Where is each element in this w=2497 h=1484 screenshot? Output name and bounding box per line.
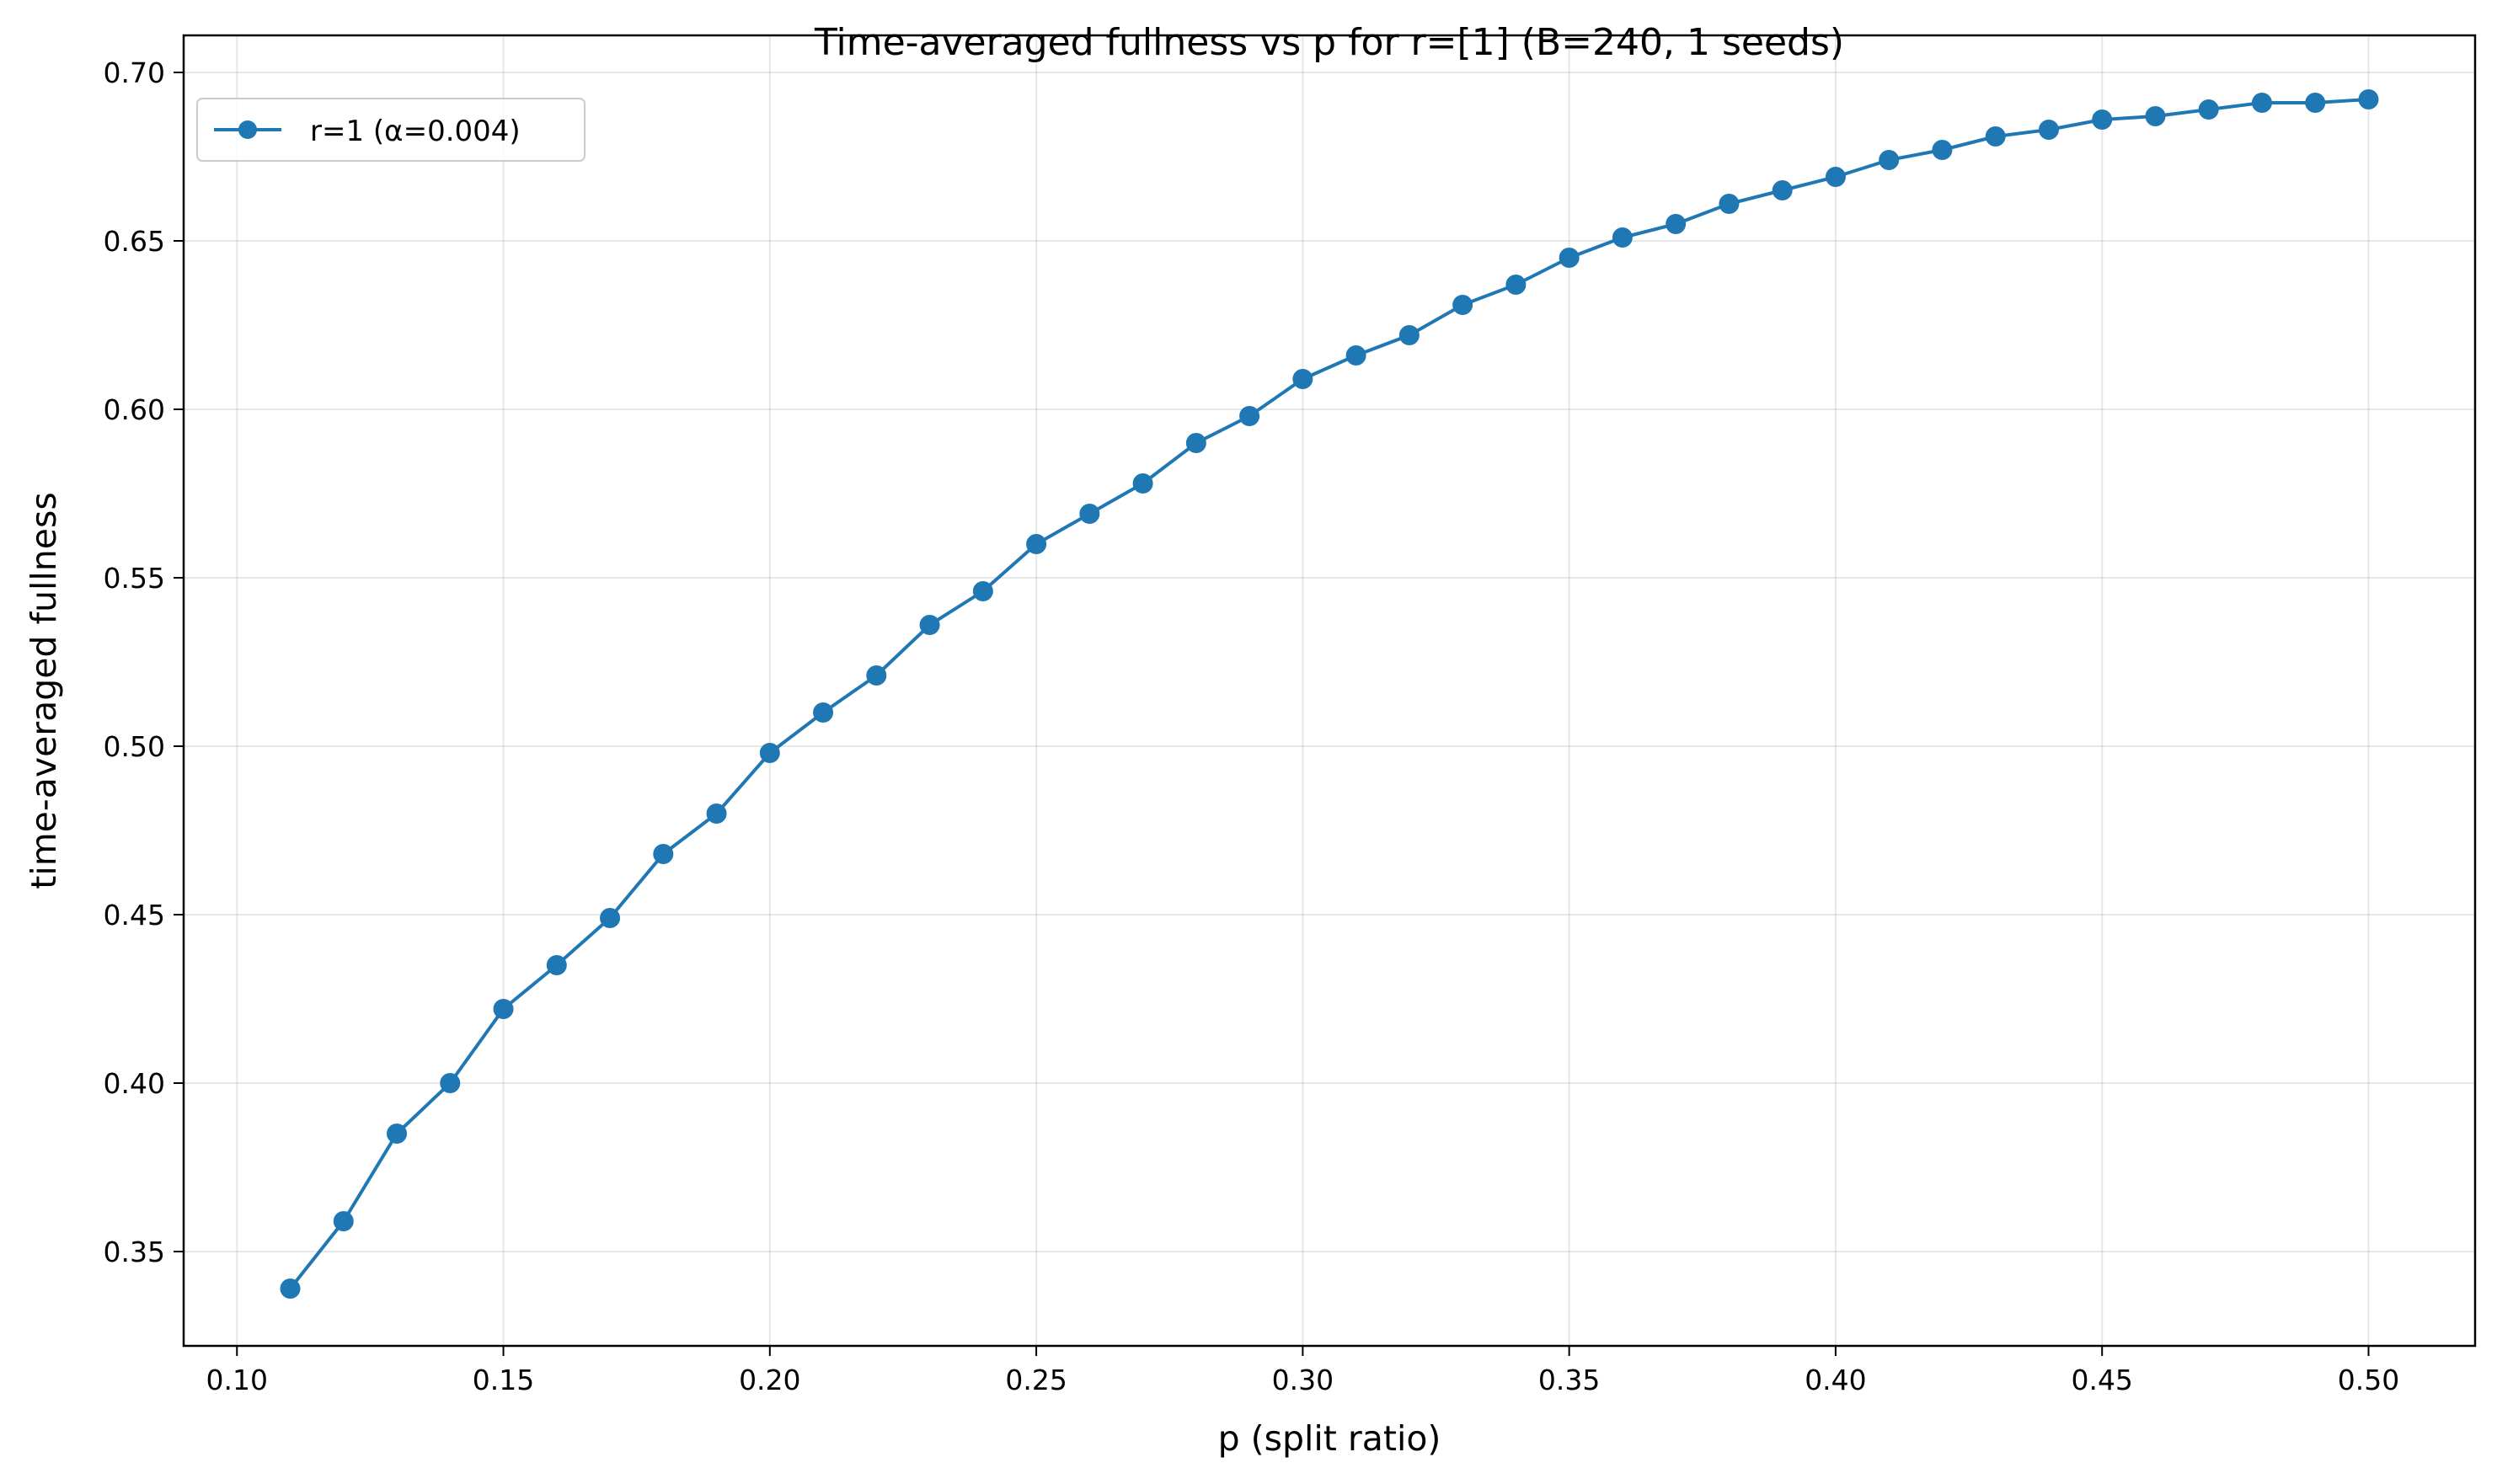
y-axis-label: time-averaged fullness [24,492,64,889]
data-point [600,908,621,928]
data-point [387,1124,408,1144]
data-point [653,844,674,864]
legend: r=1 (α=0.004) [196,98,585,162]
data-point [813,702,834,723]
x-tick-label: 0.40 [1805,1364,1866,1396]
y-tick-label: 0.35 [104,1236,165,1268]
data-point [1772,180,1793,200]
y-tick-label: 0.60 [104,393,165,426]
data-point [1452,295,1473,315]
y-tick-label: 0.70 [104,56,165,89]
x-tick-label: 0.35 [1538,1364,1600,1396]
data-point [333,1211,354,1231]
plot-frame [182,34,2477,1348]
x-tick-label: 0.15 [473,1364,534,1396]
ticks: 0.10 0.15 0.20 0.25 0.30 0.35 0.40 0.45 0.50 0.35… [104,56,2400,1396]
x-tick-label: 0.45 [2071,1364,2132,1396]
data-point [2251,93,2272,113]
y-tick-label: 0.50 [104,730,165,763]
data-point [1932,140,1953,160]
x-tick-label: 0.25 [1005,1364,1067,1396]
data-point [546,955,567,975]
data-point [2145,106,2166,126]
data-point [1079,504,1100,524]
data-point [2198,99,2219,120]
data-point [2038,120,2059,140]
data-point [1292,369,1313,389]
y-tick-label: 0.55 [104,562,165,595]
series-line [288,98,2369,1290]
legend-box [196,98,585,162]
chart-title: Time-averaged fullness vs p for r=[1] (B… [814,21,1844,64]
data-point [866,665,887,686]
data-point [1026,534,1047,554]
x-tick-label: 0.10 [206,1364,268,1396]
data-point [493,999,514,1019]
data-point [2092,109,2113,130]
x-tick-label: 0.30 [1272,1364,1334,1396]
data-point [1612,227,1633,248]
series-layer [280,89,2379,1299]
legend-marker [238,120,257,139]
data-point [2358,89,2379,109]
data-point [972,581,993,601]
data-point [1345,345,1366,366]
x-axis-label: p (split ratio) [1218,1418,1441,1459]
y-tick-label: 0.40 [104,1067,165,1100]
data-point [1185,433,1206,453]
data-point [1985,126,2006,147]
x-tick-label: 0.20 [739,1364,800,1396]
legend-label: r=1 (α=0.004) [310,115,521,148]
data-point [1825,167,1846,187]
data-point [1239,406,1260,426]
data-point [440,1073,461,1093]
data-point [1719,194,1740,214]
data-point [1666,214,1687,234]
data-point [2305,93,2326,113]
data-point [759,743,780,763]
y-tick-label: 0.45 [104,899,165,932]
data-point [706,803,727,824]
data-point [280,1278,301,1299]
x-tick-label: 0.50 [2338,1364,2399,1396]
data-point [1505,275,1527,295]
data-point [1879,150,1900,170]
y-tick-label: 0.65 [104,225,165,258]
data-point [1398,325,1420,345]
data-point [1559,248,1580,268]
data-point [1132,473,1153,494]
data-point [919,615,940,635]
